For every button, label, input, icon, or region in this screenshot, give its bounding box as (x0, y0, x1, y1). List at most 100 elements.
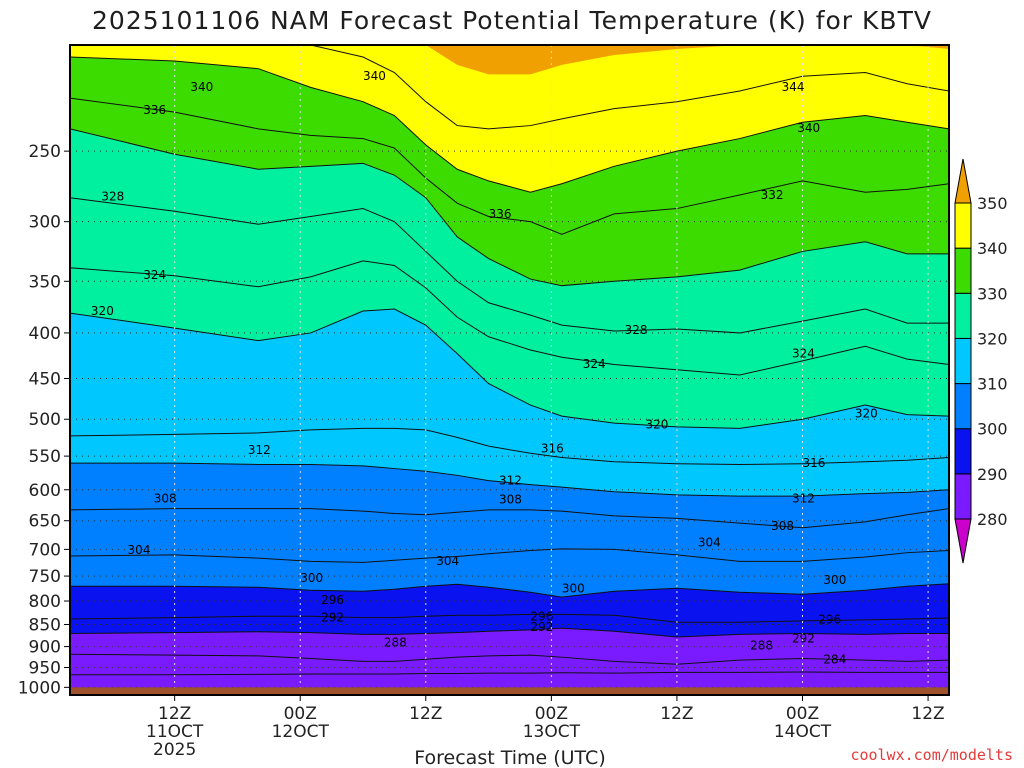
isentrope-line-296 (70, 613, 949, 623)
contour-label: 332 (761, 188, 784, 202)
contour-label-group: 340 (190, 80, 213, 94)
contour-label: 288 (750, 639, 773, 653)
colorbar-label: 300 (977, 420, 1008, 439)
contour-label: 292 (530, 620, 553, 634)
contour-label: 336 (143, 103, 166, 117)
isentrope-line-300 (70, 583, 949, 598)
y-tick-label: 600 (29, 481, 61, 501)
contour-label-group: 320 (646, 417, 669, 431)
chart-title: 2025101106 NAM Forecast Potential Temper… (92, 6, 932, 35)
y-tick-label: 900 (29, 638, 61, 658)
contour-label-group: 308 (499, 493, 522, 507)
contour-label-group: 340 (797, 121, 820, 135)
contour-label-group: 300 (823, 573, 846, 587)
contour-label-group: 320 (855, 407, 878, 421)
contour-label: 300 (562, 582, 585, 596)
isentrope-lines (70, 45, 949, 676)
colorbar-label: 290 (977, 465, 1008, 484)
contour-label-group: 312 (499, 474, 522, 488)
isentrope-line-340 (70, 56, 949, 193)
isentrope-line-320 (70, 308, 949, 429)
contour-label: 304 (436, 554, 459, 568)
credit-text: coolwx.com/modelts (850, 746, 1013, 764)
contour-label: 312 (792, 491, 815, 505)
contour-label: 324 (143, 268, 166, 282)
y-tick-label: 700 (29, 540, 61, 560)
colorbar-swatch-300 (954, 383, 972, 430)
colorbar-swatch-340 (954, 202, 972, 249)
contour-label: 344 (782, 80, 805, 94)
x-tick-label: 2025 (153, 740, 196, 760)
y-tick-label: 300 (29, 213, 61, 233)
contour-label: 304 (698, 536, 721, 550)
contour-label-group: 308 (771, 519, 794, 533)
isentrope-line-328 (70, 197, 949, 334)
contour-label-group: 304 (128, 543, 151, 557)
x-tick-label: 11OCT (146, 722, 204, 742)
y-tick-label: 250 (29, 142, 61, 162)
contour-label-group: 328 (101, 189, 124, 203)
contour-label-group: 300 (300, 571, 323, 585)
plot-frame (69, 44, 950, 696)
x-tick-label: 00Z (535, 704, 568, 724)
x-axis-label: Forecast Time (UTC) (414, 747, 605, 768)
contour-label: 284 (823, 652, 846, 666)
contour-label: 308 (771, 519, 794, 533)
isentrope-line-336 (70, 97, 949, 235)
contour-label: 288 (384, 636, 407, 650)
contour-label: 316 (803, 456, 826, 470)
contour-label-group: 304 (436, 554, 459, 568)
contour-label-group: 292 (530, 620, 553, 634)
colorbar-label: 340 (977, 239, 1008, 258)
colorbar-label: 350 (977, 194, 1008, 213)
contour-label-group: 300 (562, 582, 585, 596)
isentrope-line-292 (70, 627, 949, 638)
y-tick-label: 500 (29, 410, 61, 430)
isentrope-line-324 (70, 260, 949, 376)
colorbar-swatch-330 (954, 247, 972, 294)
contour-label: 292 (792, 631, 815, 645)
colorbar-top-arrow (954, 158, 972, 204)
contour-label-group: 316 (803, 456, 826, 470)
contour-label: 300 (823, 573, 846, 587)
x-tick-label: 12Z (660, 704, 693, 724)
plot-area: 340 336 340 344 340 328 332 336 324 320 328 324 324 3… (70, 45, 949, 695)
contour-label-group: 308 (154, 491, 177, 505)
contour-label: 292 (321, 610, 344, 624)
contour-label: 320 (646, 417, 669, 431)
contour-label-group: 340 (363, 69, 386, 83)
contour-label-group: 320 (91, 304, 114, 318)
colorbar-swatch-310 (954, 337, 972, 385)
contour-label: 340 (190, 80, 213, 94)
contour-label-group: 336 (489, 207, 512, 221)
ground-surface (70, 687, 949, 695)
contour-label: 340 (363, 69, 386, 83)
contour-label-group: 324 (583, 357, 606, 371)
isentrope-line-316 (70, 427, 949, 465)
colorbar-swatch-280 (954, 473, 972, 520)
y-tick-label: 400 (29, 324, 61, 344)
contour-label-group: 292 (792, 631, 815, 645)
colorbar-bottom-arrow (954, 518, 972, 564)
contour-label-group: 288 (750, 639, 773, 653)
isentrope-line-304 (70, 548, 949, 563)
isentrope-line-308 (70, 508, 949, 529)
contour-label: 308 (154, 491, 177, 505)
x-tick-label: 12Z (158, 704, 191, 724)
contour-label-group: 312 (248, 443, 271, 457)
contour-label: 328 (101, 189, 124, 203)
isentrope-fill-350 (425, 45, 949, 75)
contour-label-group: 296 (818, 613, 841, 627)
isentrope-line-284 (70, 671, 949, 676)
x-tick-label: 12OCT (272, 722, 330, 742)
contour-label: 296 (321, 593, 344, 607)
contour-label-group: 304 (698, 536, 721, 550)
isentrope-line-344 (304, 45, 949, 130)
isentrope-line-312 (70, 462, 949, 497)
y-tick-label: 750 (29, 567, 61, 587)
colorbar-legend: 280 290 300 310 320 330 340 350 (954, 158, 1008, 564)
x-tick-label: 13OCT (523, 722, 581, 742)
contour-label-group: 344 (782, 80, 805, 94)
